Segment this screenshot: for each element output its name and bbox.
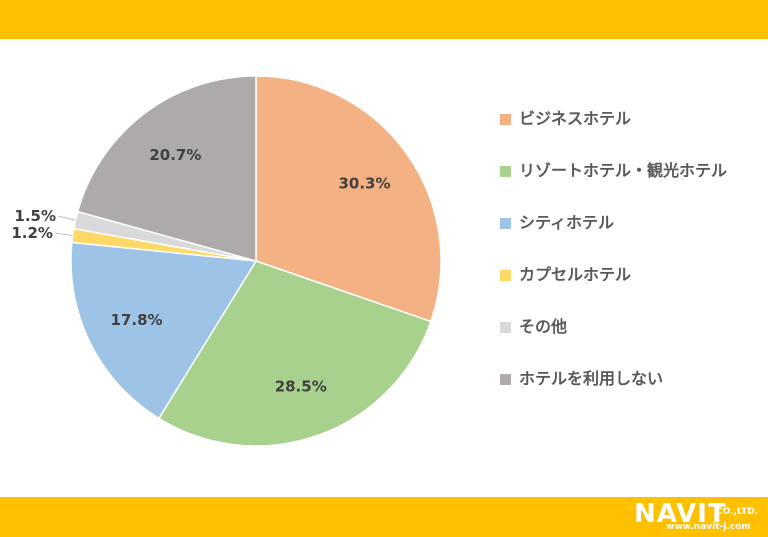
legend-label: リゾートホテル・観光ホテル (519, 161, 728, 180)
pie-slice-business-hotel (255, 75, 442, 323)
legend-item-resort-hotel: リゾートホテル・観光ホテル (500, 156, 750, 186)
legend-swatch (500, 322, 511, 333)
legend-item-business-hotel: ビジネスホテル (500, 104, 750, 134)
legend-swatch (500, 218, 511, 229)
legend-swatch (500, 270, 511, 281)
legend-item-other: その他 (500, 312, 750, 342)
pie-slice-no-hotel (76, 75, 257, 262)
logo-wordmark: NAVIT (634, 499, 727, 529)
legend-label: カプセルホテル (519, 265, 632, 284)
leader-line-capsule-hotel (54, 232, 73, 237)
leader-line-other (57, 215, 76, 221)
logo-url: www.navit-j.com (666, 522, 751, 532)
legend-label: ビジネスホテル (519, 109, 632, 128)
logo-suffix: CO.,LTD. (716, 507, 759, 517)
bottom-banner (0, 497, 768, 537)
pie-chart: 30.3% 28.5% 17.8% 1.2%1.5% 20.7% (11, 75, 442, 447)
legend-item-no-hotel: ホテルを利用しない (500, 364, 750, 394)
pie-slice-city-hotel (70, 241, 258, 420)
data-label-no-hotel: 20.7% (149, 146, 201, 164)
data-label-business-hotel: 30.3% (338, 175, 390, 193)
legend-label: その他 (519, 317, 568, 336)
data-label-capsule-hotel: 1.2% (11, 224, 53, 242)
legend-swatch (500, 114, 511, 125)
legend-item-capsule-hotel: カプセルホテル (500, 260, 750, 290)
data-label-other: 1.5% (14, 207, 56, 225)
data-label-resort-hotel: 28.5% (275, 377, 327, 395)
pie-slice-resort-hotel (157, 260, 432, 447)
legend-label: シティホテル (519, 213, 615, 232)
legend-swatch (500, 374, 511, 385)
legend-item-city-hotel: シティホテル (500, 208, 750, 238)
navit-logo: NAVIT CO.,LTD. www.navit-j.com (634, 499, 764, 535)
top-banner (0, 0, 768, 39)
data-label-city-hotel: 17.8% (111, 311, 163, 329)
legend-swatch (500, 166, 511, 177)
legend-label: ホテルを利用しない (519, 369, 664, 388)
